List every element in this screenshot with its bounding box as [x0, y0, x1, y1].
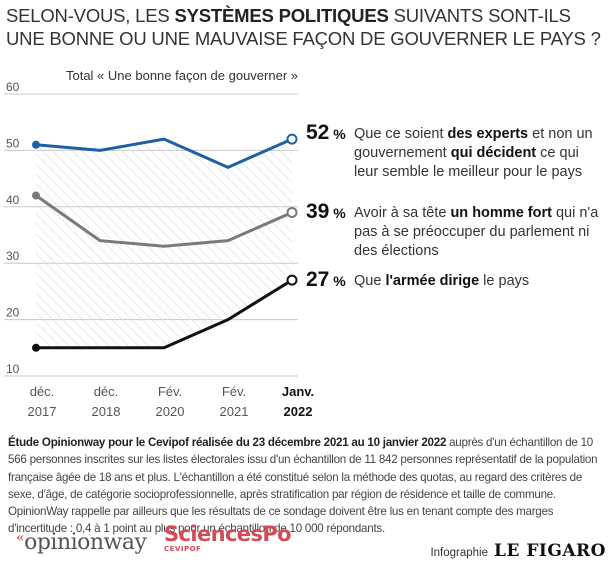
- y-tick-label: 30: [6, 249, 20, 263]
- figaro-logo: LE FIGARO: [494, 541, 606, 561]
- legend-text-homme-fort: Avoir à sa tête un homme fort qui n'a pa…: [354, 204, 606, 261]
- experts-desc-pre: Que ce soient: [354, 126, 448, 142]
- sciencespo-sub: CEVIPOF: [164, 545, 202, 553]
- credit-label: Infographie: [430, 547, 488, 559]
- y-tick-label: 50: [6, 136, 20, 150]
- title-bold: SYSTÈMES POLITIQUES: [174, 5, 389, 26]
- armee-value: 27: [306, 268, 330, 291]
- sciencespo-logo: SciencesPo CEVIPOF: [164, 522, 292, 553]
- series-line-1: [35, 194, 293, 248]
- x-tick-label-top: Fév.: [158, 384, 182, 399]
- experts-value: 52: [306, 121, 330, 144]
- credit: Infographie LE FIGARO: [430, 541, 606, 561]
- title-part1: SELON-VOUS, LES: [6, 5, 175, 26]
- x-tick-label-top: déc.: [94, 384, 119, 399]
- experts-desc-mid: et non un gouvernement: [354, 126, 593, 161]
- note-text: auprès d'un échantillon de 10 566 person…: [8, 436, 598, 536]
- data-point: [32, 191, 40, 200]
- x-tick-label-bottom: 2020: [156, 404, 185, 419]
- legend-text-experts: Que ce soient des experts et non un gouv…: [354, 125, 606, 182]
- methodology-note: Étude Opinionway pour le Cevipof réalisé…: [8, 434, 608, 538]
- chart-title: SELON-VOUS, LES SYSTÈMES POLITIQUES SUIV…: [6, 4, 606, 50]
- line-chart: 60 50 40 30 20 10 déc. 2017 déc. 2018 Fév. 2020 Fév.…: [4, 68, 314, 419]
- homme-fort-desc-bold1: un homme fort: [450, 205, 552, 221]
- y-tick-label: 10: [6, 362, 20, 376]
- sciencespo-text: SciencesPo: [164, 522, 292, 546]
- data-point: [286, 133, 298, 145]
- armee-desc-mid: le pays: [479, 273, 530, 289]
- value-label-armee: 27 %: [306, 268, 346, 292]
- homme-fort-unit: %: [329, 205, 346, 221]
- x-tick-label-bottom: 2021: [220, 404, 249, 419]
- opinionway-mark: «: [16, 530, 25, 546]
- armee-desc-bold1: l'armée dirige: [385, 273, 480, 289]
- series-line-0: [35, 137, 293, 169]
- homme-fort-desc-pre: Avoir à sa tête: [354, 205, 451, 221]
- opinionway-text: opinionway: [24, 530, 147, 555]
- range-area: [36, 139, 292, 348]
- chart-subtitle: Total « Une bonne façon de gouverner »: [66, 68, 298, 83]
- armee-desc-pre: Que: [354, 273, 386, 289]
- armee-unit: %: [329, 273, 346, 289]
- title-line2: UNE BONNE OU UNE MAUVAISE FAÇON DE GOUVE…: [6, 28, 601, 49]
- homme-fort-value: 39: [306, 200, 330, 223]
- opinionway-logo: «opinionway: [16, 530, 147, 555]
- data-point: [286, 274, 298, 286]
- data-point: [32, 140, 40, 149]
- value-label-homme-fort: 39 %: [306, 200, 346, 224]
- y-tick-label: 20: [6, 306, 20, 320]
- x-tick-label-bottom: 2018: [92, 404, 121, 419]
- homme-fort-desc-mid: qui n'a pas à se préoccuper du parlement…: [354, 205, 599, 259]
- experts-desc-post: ce qui leur semble le meilleur pour le p…: [354, 145, 583, 180]
- y-tick-label: 40: [6, 193, 20, 207]
- series-line-2: [36, 278, 293, 350]
- note-bold: Étude Opinionway pour le Cevipof réalisé…: [8, 436, 447, 449]
- x-tick-label-bottom: 2022: [284, 404, 313, 419]
- experts-desc-bold1: des experts: [447, 126, 529, 142]
- value-label-experts: 52 %: [306, 121, 346, 145]
- x-tick-label-top: Fév.: [222, 384, 246, 399]
- x-tick-label-top: déc.: [30, 384, 55, 399]
- legend-text-armee: Que l'armée dirige le pays: [354, 272, 606, 291]
- data-point: [286, 206, 298, 218]
- experts-desc-bold2: qui décident: [450, 145, 537, 161]
- experts-unit: %: [329, 126, 346, 142]
- title-part2: SUIVANTS SONT-ILS: [388, 5, 571, 26]
- y-tick-label: 60: [6, 80, 20, 94]
- x-tick-label-bottom: 2017: [28, 404, 57, 419]
- data-point: [32, 343, 40, 352]
- x-tick-label-top: Janv.: [282, 384, 314, 399]
